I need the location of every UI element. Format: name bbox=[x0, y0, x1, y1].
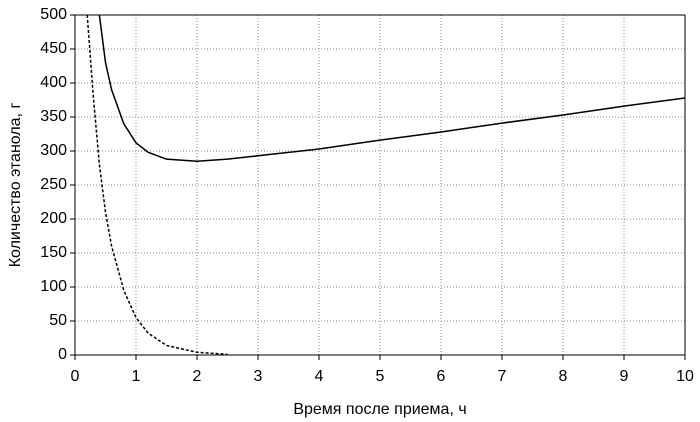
y-tick-label: 100 bbox=[40, 278, 67, 295]
x-tick-label: 5 bbox=[376, 368, 385, 385]
y-axis-label: Количество этанола, г bbox=[7, 103, 24, 268]
x-tick-label: 1 bbox=[132, 368, 141, 385]
y-tick-label: 50 bbox=[49, 312, 67, 329]
y-tick-label: 450 bbox=[40, 40, 67, 57]
x-tick-label: 3 bbox=[254, 368, 263, 385]
y-tick-label: 0 bbox=[58, 346, 67, 363]
plot-frame bbox=[74, 14, 686, 356]
x-tick-label: 7 bbox=[498, 368, 507, 385]
x-tick-label: 8 bbox=[559, 368, 568, 385]
x-tick-label: 4 bbox=[315, 368, 324, 385]
x-tick-label: 6 bbox=[437, 368, 446, 385]
y-tick-label: 300 bbox=[40, 142, 67, 159]
x-axis-label: Время после приема, ч bbox=[293, 401, 466, 418]
x-tick-label: 9 bbox=[620, 368, 629, 385]
line-series bbox=[98, 15, 685, 162]
x-tick-label: 0 bbox=[71, 368, 80, 385]
y-tick-label: 350 bbox=[40, 108, 67, 125]
x-tick-label: 2 bbox=[193, 368, 202, 385]
y-tick-label: 150 bbox=[40, 244, 67, 261]
line-series bbox=[86, 15, 228, 355]
y-tick-label: 250 bbox=[40, 176, 67, 193]
y-tick-label: 500 bbox=[40, 6, 67, 23]
x-tick-label: 10 bbox=[676, 368, 694, 385]
y-tick-label: 400 bbox=[40, 74, 67, 91]
y-tick-label: 200 bbox=[40, 210, 67, 227]
